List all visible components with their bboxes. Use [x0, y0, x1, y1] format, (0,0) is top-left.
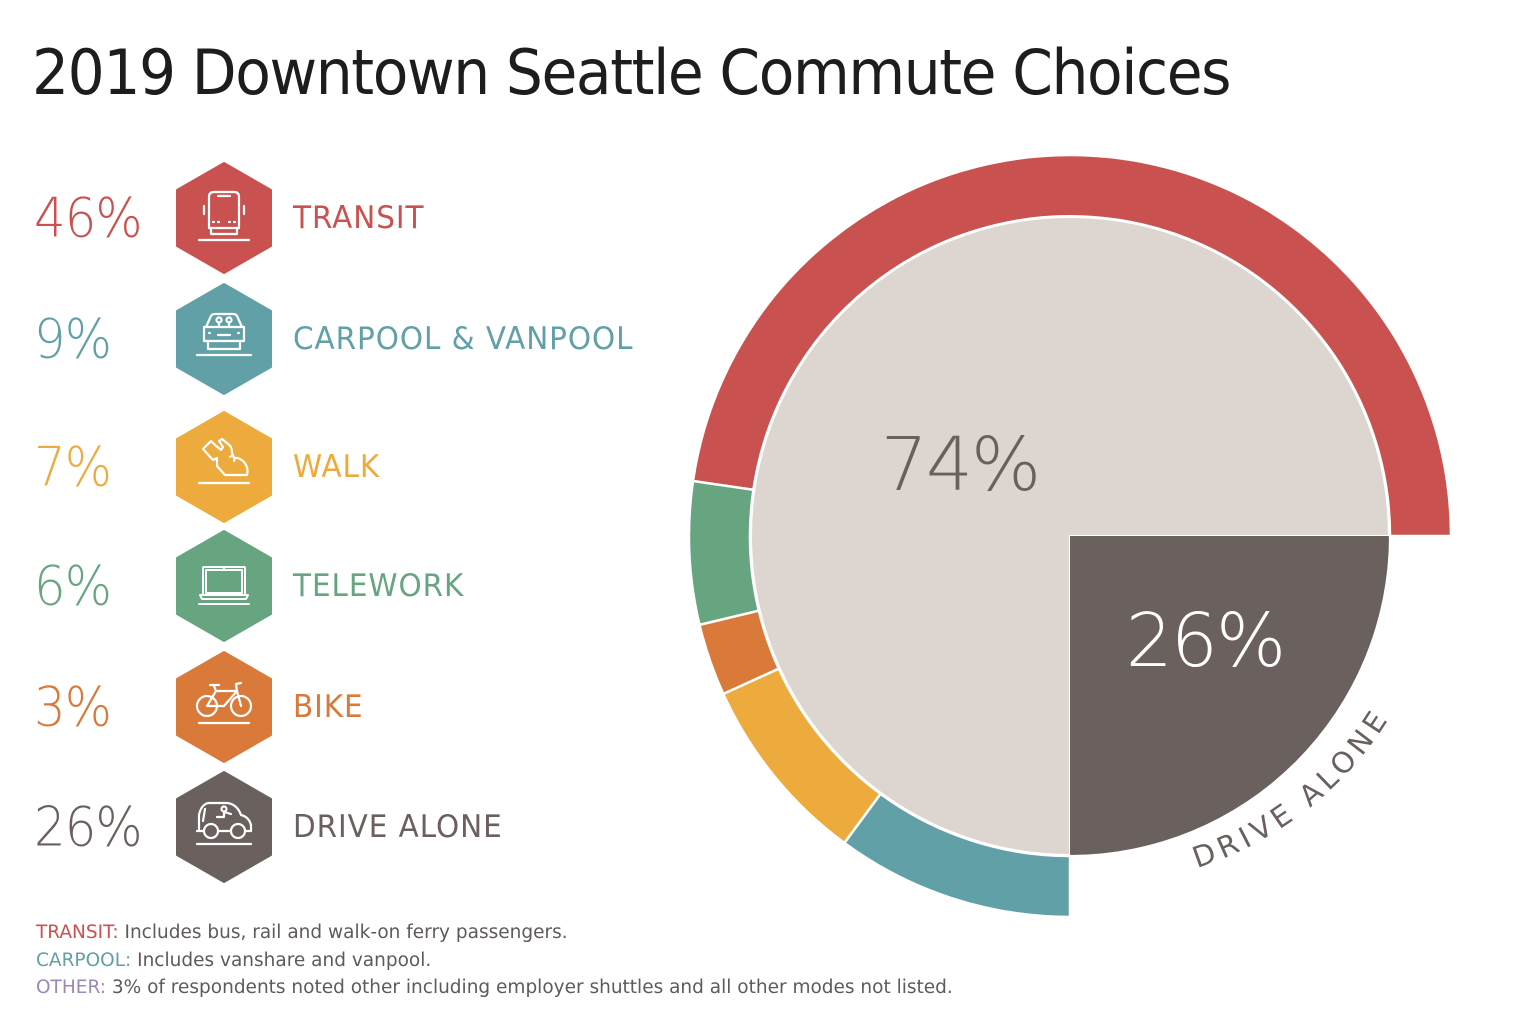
laptop-icon [198, 566, 250, 605]
legend-value: 9% [34, 307, 112, 371]
legend-row-bike: 3% BIKE [0, 651, 700, 763]
footnote-carpool: CARPOOL: Includes vanshare and vanpool. [36, 947, 953, 975]
legend-label: TRANSIT [293, 200, 425, 236]
footnote-key: TRANSIT: [36, 922, 119, 943]
drive-alone-percent-label: 26% [1126, 598, 1284, 684]
legend-label: CARPOOL & VANPOOL [293, 321, 634, 357]
footnote-key: CARPOOL: [36, 949, 132, 971]
legend-row-telework: 6% TELEWORK [0, 530, 700, 642]
legend-value: 26% [34, 795, 143, 859]
drive-alone-arc-label: DRIVE ALONE [1188, 701, 1397, 875]
footnote-text: Includes vanshare and vanpool. [131, 949, 432, 971]
legend-value: 3% [34, 675, 112, 739]
ring-segment-carpool [842, 792, 1072, 919]
page-title: 2019 Downtown Seattle Commute Choices [32, 36, 1232, 109]
small-car-icon [195, 801, 253, 846]
legend-row-drive-alone: 26% DRIVE ALONE [0, 771, 700, 883]
carpool-car-icon [195, 312, 253, 357]
legend-label: DRIVE ALONE [293, 809, 503, 845]
legend-value: 7% [34, 435, 112, 499]
transit-hexagon [175, 162, 273, 274]
non-drive-alone-percent-label: 74% [881, 422, 1039, 508]
walk-hexagon [175, 411, 273, 523]
telework-hexagon [175, 530, 273, 642]
footnotes: TRANSIT: Includes bus, rail and walk-on … [36, 919, 953, 1002]
footnote-key: OTHER: [36, 977, 106, 998]
legend-row-walk: 7% WALK [0, 411, 700, 523]
legend-value: 6% [34, 554, 112, 618]
pie-slice-drive-alone [1070, 536, 1389, 855]
legend-label: BIKE [293, 689, 364, 725]
pie-slice-non-drive-alone [750, 216, 1391, 857]
bus-icon [197, 190, 251, 242]
legend-row-transit: 46% TRANSIT [0, 162, 700, 274]
legend-label: TELEWORK [293, 568, 465, 604]
footnote-transit: TRANSIT: Includes bus, rail and walk-on … [36, 919, 953, 947]
ring-segment-walk [721, 667, 883, 845]
legend-value: 46% [34, 186, 143, 250]
ring-segment-bike [697, 609, 781, 696]
drive-alone-arc-text: DRIVE ALONE [1188, 701, 1392, 875]
footnote-text: 3% of respondents noted other including … [105, 977, 953, 998]
legend-label: WALK [293, 449, 381, 485]
carpool-hexagon [175, 283, 273, 395]
footnote-other: OTHER: 3% of respondents noted other inc… [36, 974, 953, 1002]
bike-hexagon [175, 651, 273, 763]
ring-segment-transit [691, 153, 1453, 538]
drive-alone-hexagon [175, 771, 273, 883]
shoe-icon [197, 437, 251, 485]
legend-row-carpool: 9% CARPOOL & VANPOOL [0, 283, 700, 395]
bicycle-icon [195, 681, 253, 725]
footnote-text: Includes bus, rail and walk-on ferry pas… [118, 922, 568, 943]
